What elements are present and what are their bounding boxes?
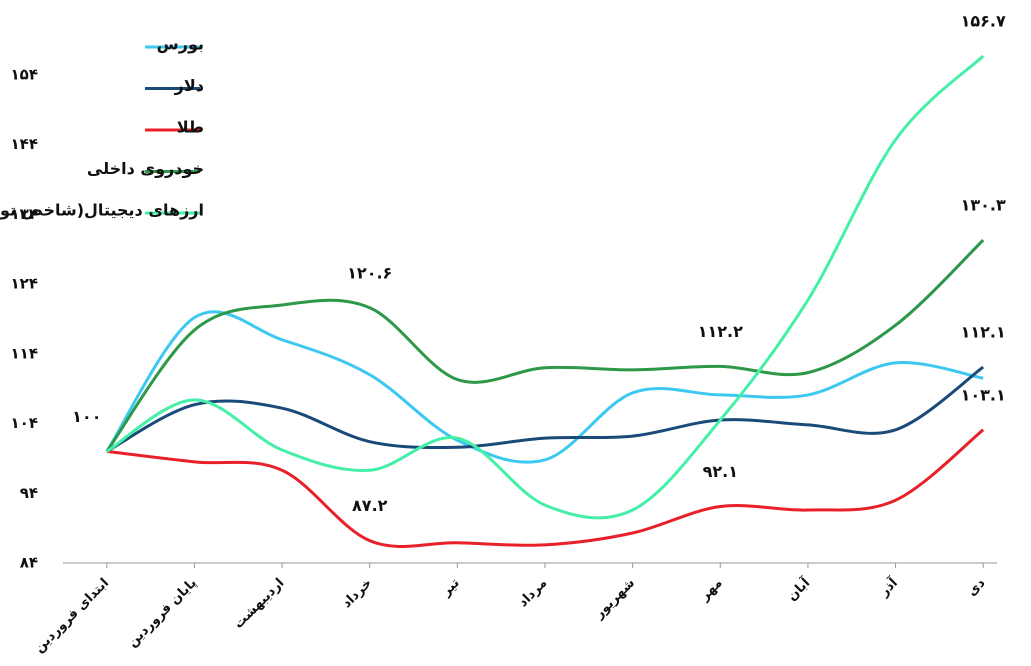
series-line bbox=[105, 239, 985, 453]
data-label: ۱۱۲.۲ bbox=[698, 322, 743, 341]
y-tick-label: ۹۴ bbox=[20, 484, 38, 502]
legend-label: طلا bbox=[177, 118, 204, 137]
legend-label: بورس bbox=[157, 35, 204, 54]
x-tick-label: آذر bbox=[875, 574, 901, 600]
data-label: ۱۲۰.۶ bbox=[347, 263, 392, 282]
legend-label: ارزهای دیجیتال(شاخص توتال-ریالی) bbox=[0, 201, 204, 220]
data-label: ۱۰۳.۱ bbox=[961, 385, 1006, 404]
y-tick-label: ۱۴۴ bbox=[11, 135, 38, 153]
x-tick-label: تیر bbox=[438, 576, 462, 600]
y-tick-label: ۱۵۴ bbox=[11, 65, 38, 83]
x-tick-label: شهریور bbox=[591, 576, 638, 623]
data-label: ۱۵۶.۷ bbox=[961, 12, 1006, 31]
x-tick-label: آبان bbox=[783, 574, 813, 604]
y-tick-label: ۸۴ bbox=[20, 554, 38, 572]
y-tick-label: ۱۲۴ bbox=[11, 275, 38, 293]
x-tick-label: مرداد bbox=[516, 576, 551, 611]
series-line bbox=[105, 310, 984, 464]
x-tick-label: خرداد bbox=[339, 576, 375, 612]
y-tick-label: ۱۱۴ bbox=[11, 344, 38, 362]
data-label: ۸۷.۲ bbox=[352, 496, 388, 515]
data-label: ۱۳۰.۳ bbox=[961, 196, 1006, 215]
x-tick-label: اردیبهشت bbox=[231, 576, 287, 632]
x-tick-label: ابتدای فروردین bbox=[32, 576, 112, 656]
x-tick-label: مهر bbox=[697, 576, 726, 605]
y-tick-label: ۱۳۴ bbox=[11, 205, 38, 223]
data-label: ۱۰۰ bbox=[72, 407, 101, 426]
data-label: ۱۱۲.۱ bbox=[961, 323, 1006, 342]
legend-label: دلار bbox=[174, 76, 204, 95]
data-label: ۹۲.۱ bbox=[703, 462, 738, 481]
series-line bbox=[106, 428, 985, 548]
legend-label: خودروی داخلی bbox=[87, 159, 204, 178]
series-line bbox=[106, 54, 985, 520]
y-tick-label: ۱۰۴ bbox=[11, 414, 38, 432]
x-tick-label: پایان فروردین bbox=[125, 576, 200, 651]
series-line bbox=[106, 365, 985, 453]
x-tick-label: دی bbox=[965, 575, 989, 599]
